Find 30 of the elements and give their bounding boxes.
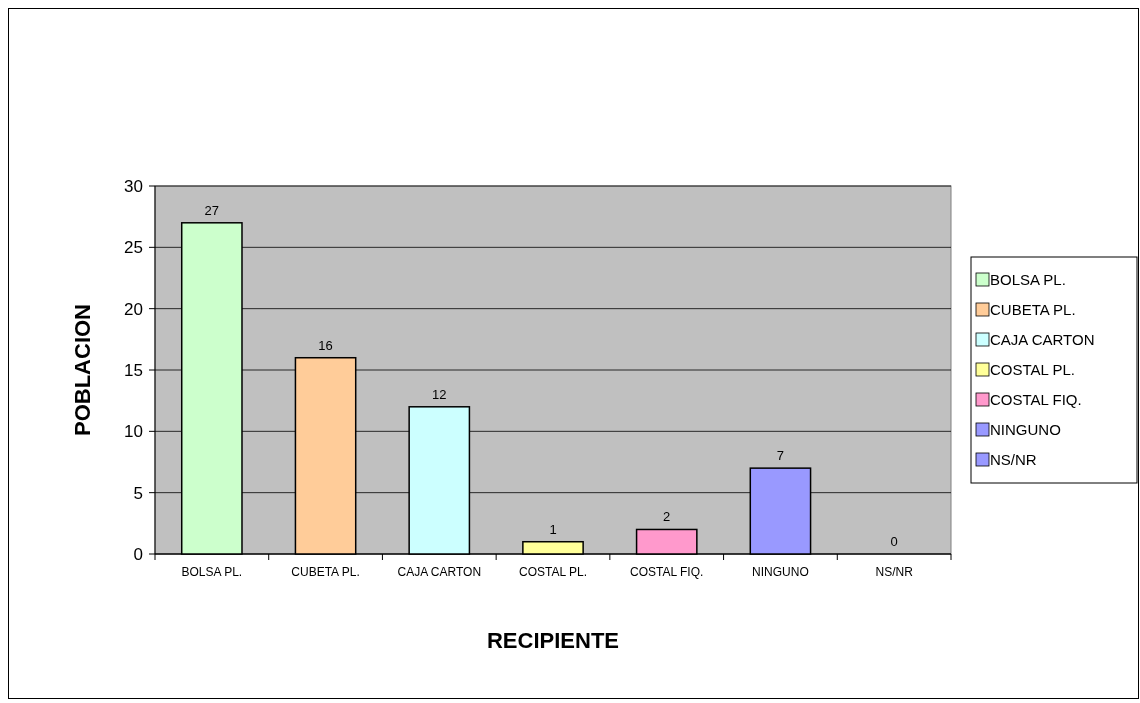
data-label: 1 [549, 521, 557, 537]
legend-label: BOLSA PL. [990, 271, 1066, 289]
legend-label: NINGUNO [990, 421, 1061, 439]
legend-label: CAJA CARTON [990, 331, 1095, 349]
y-tick-label: 15 [124, 360, 143, 380]
x-axis-title: RECIPIENTE [486, 628, 620, 653]
data-label: 12 [432, 386, 447, 402]
legend-label: COSTAL PL. [990, 361, 1076, 379]
legend-label: COSTAL FIQ. [990, 391, 1082, 409]
data-label: 27 [204, 202, 220, 218]
y-tick-label: 25 [124, 238, 143, 258]
x-tick-label: BOLSA PL. [181, 565, 243, 579]
x-tick-label: COSTAL FIQ. [630, 565, 704, 579]
y-tick-label: 0 [133, 544, 143, 564]
y-tick-label: 10 [124, 422, 143, 442]
legend-label: CUBETA PL. [990, 301, 1076, 319]
legend-label: NS/NR [990, 451, 1037, 469]
y-tick-label: 5 [133, 483, 143, 503]
x-tick-label: CUBETA PL. [291, 565, 360, 579]
x-tick-label: NINGUNO [752, 565, 809, 579]
y-axis-title: POBLACION [70, 304, 95, 436]
data-label: 0 [890, 534, 898, 549]
data-label: 7 [776, 448, 785, 464]
y-tick-label: 20 [124, 299, 143, 319]
x-tick-label: NS/NR [875, 565, 914, 579]
x-tick-label: CAJA CARTON [397, 565, 482, 579]
x-tick-label: COSTAL PL. [518, 565, 588, 579]
y-tick-label: 30 [124, 176, 143, 196]
data-label: 16 [318, 337, 333, 353]
data-label: 2 [663, 509, 671, 525]
